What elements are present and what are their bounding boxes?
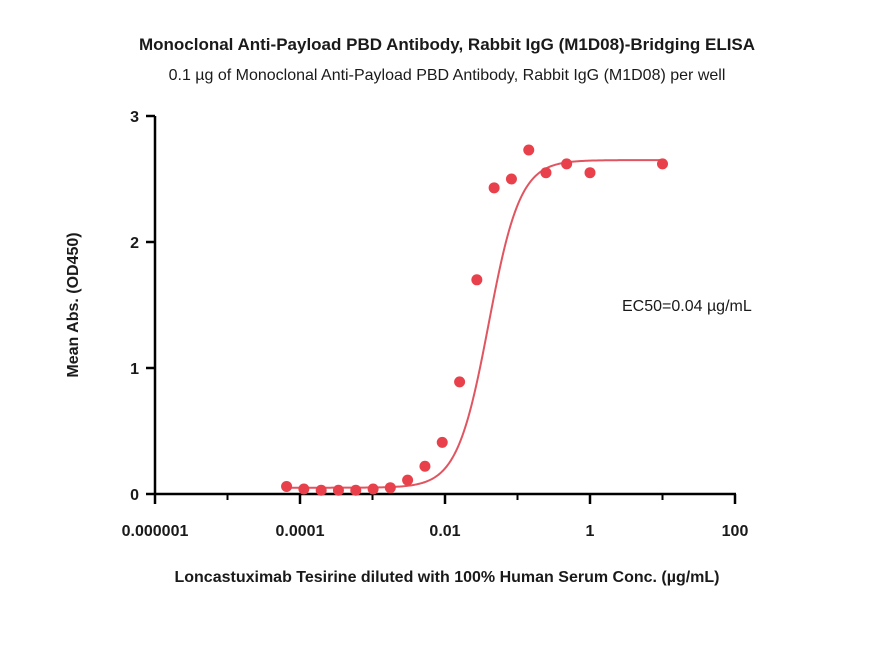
y-tick-label: 0: [130, 487, 139, 504]
ec50-annotation: EC50=0.04 µg/mL: [622, 298, 752, 315]
data-point: [332, 484, 344, 496]
x-tick-label: 0.0001: [276, 523, 325, 540]
y-tick-label: 1: [130, 361, 139, 378]
data-point: [561, 158, 573, 170]
data-point: [436, 436, 448, 448]
y-tick-label: 3: [130, 109, 139, 126]
data-point: [584, 167, 596, 179]
data-point: [419, 460, 431, 472]
data-point: [384, 482, 396, 494]
x-tick-label: 0.000001: [122, 523, 189, 540]
chart-subtitle: 0.1 µg of Monoclonal Anti-Payload PBD An…: [169, 67, 726, 84]
data-point: [315, 484, 327, 496]
data-point: [657, 158, 668, 170]
data-point: [471, 274, 483, 286]
fit-curve: [286, 159, 663, 489]
y-axis-label: Mean Abs. (OD450): [65, 232, 82, 377]
axes: 0 1 2 3 0.000001 0.0001 0.01 1 100: [122, 109, 749, 540]
data-points: [281, 144, 668, 496]
fit-curve-layer: [286, 159, 663, 489]
data-point: [540, 167, 552, 179]
y-tick-label: 2: [130, 235, 139, 252]
data-point: [402, 474, 414, 486]
x-tick-label: 0.01: [429, 523, 460, 540]
data-point: [281, 480, 293, 492]
data-point: [523, 144, 535, 156]
data-point: [454, 376, 466, 388]
data-point: [367, 483, 379, 495]
x-tick-label: 100: [722, 523, 749, 540]
data-point: [350, 484, 362, 496]
data-point: [505, 173, 517, 185]
data-point: [298, 483, 310, 495]
data-point: [488, 182, 500, 194]
chart-title: Monoclonal Anti-Payload PBD Antibody, Ra…: [139, 35, 755, 54]
x-axis-label: Loncastuximab Tesirine diluted with 100%…: [174, 569, 719, 586]
x-tick-label: 1: [586, 523, 595, 540]
